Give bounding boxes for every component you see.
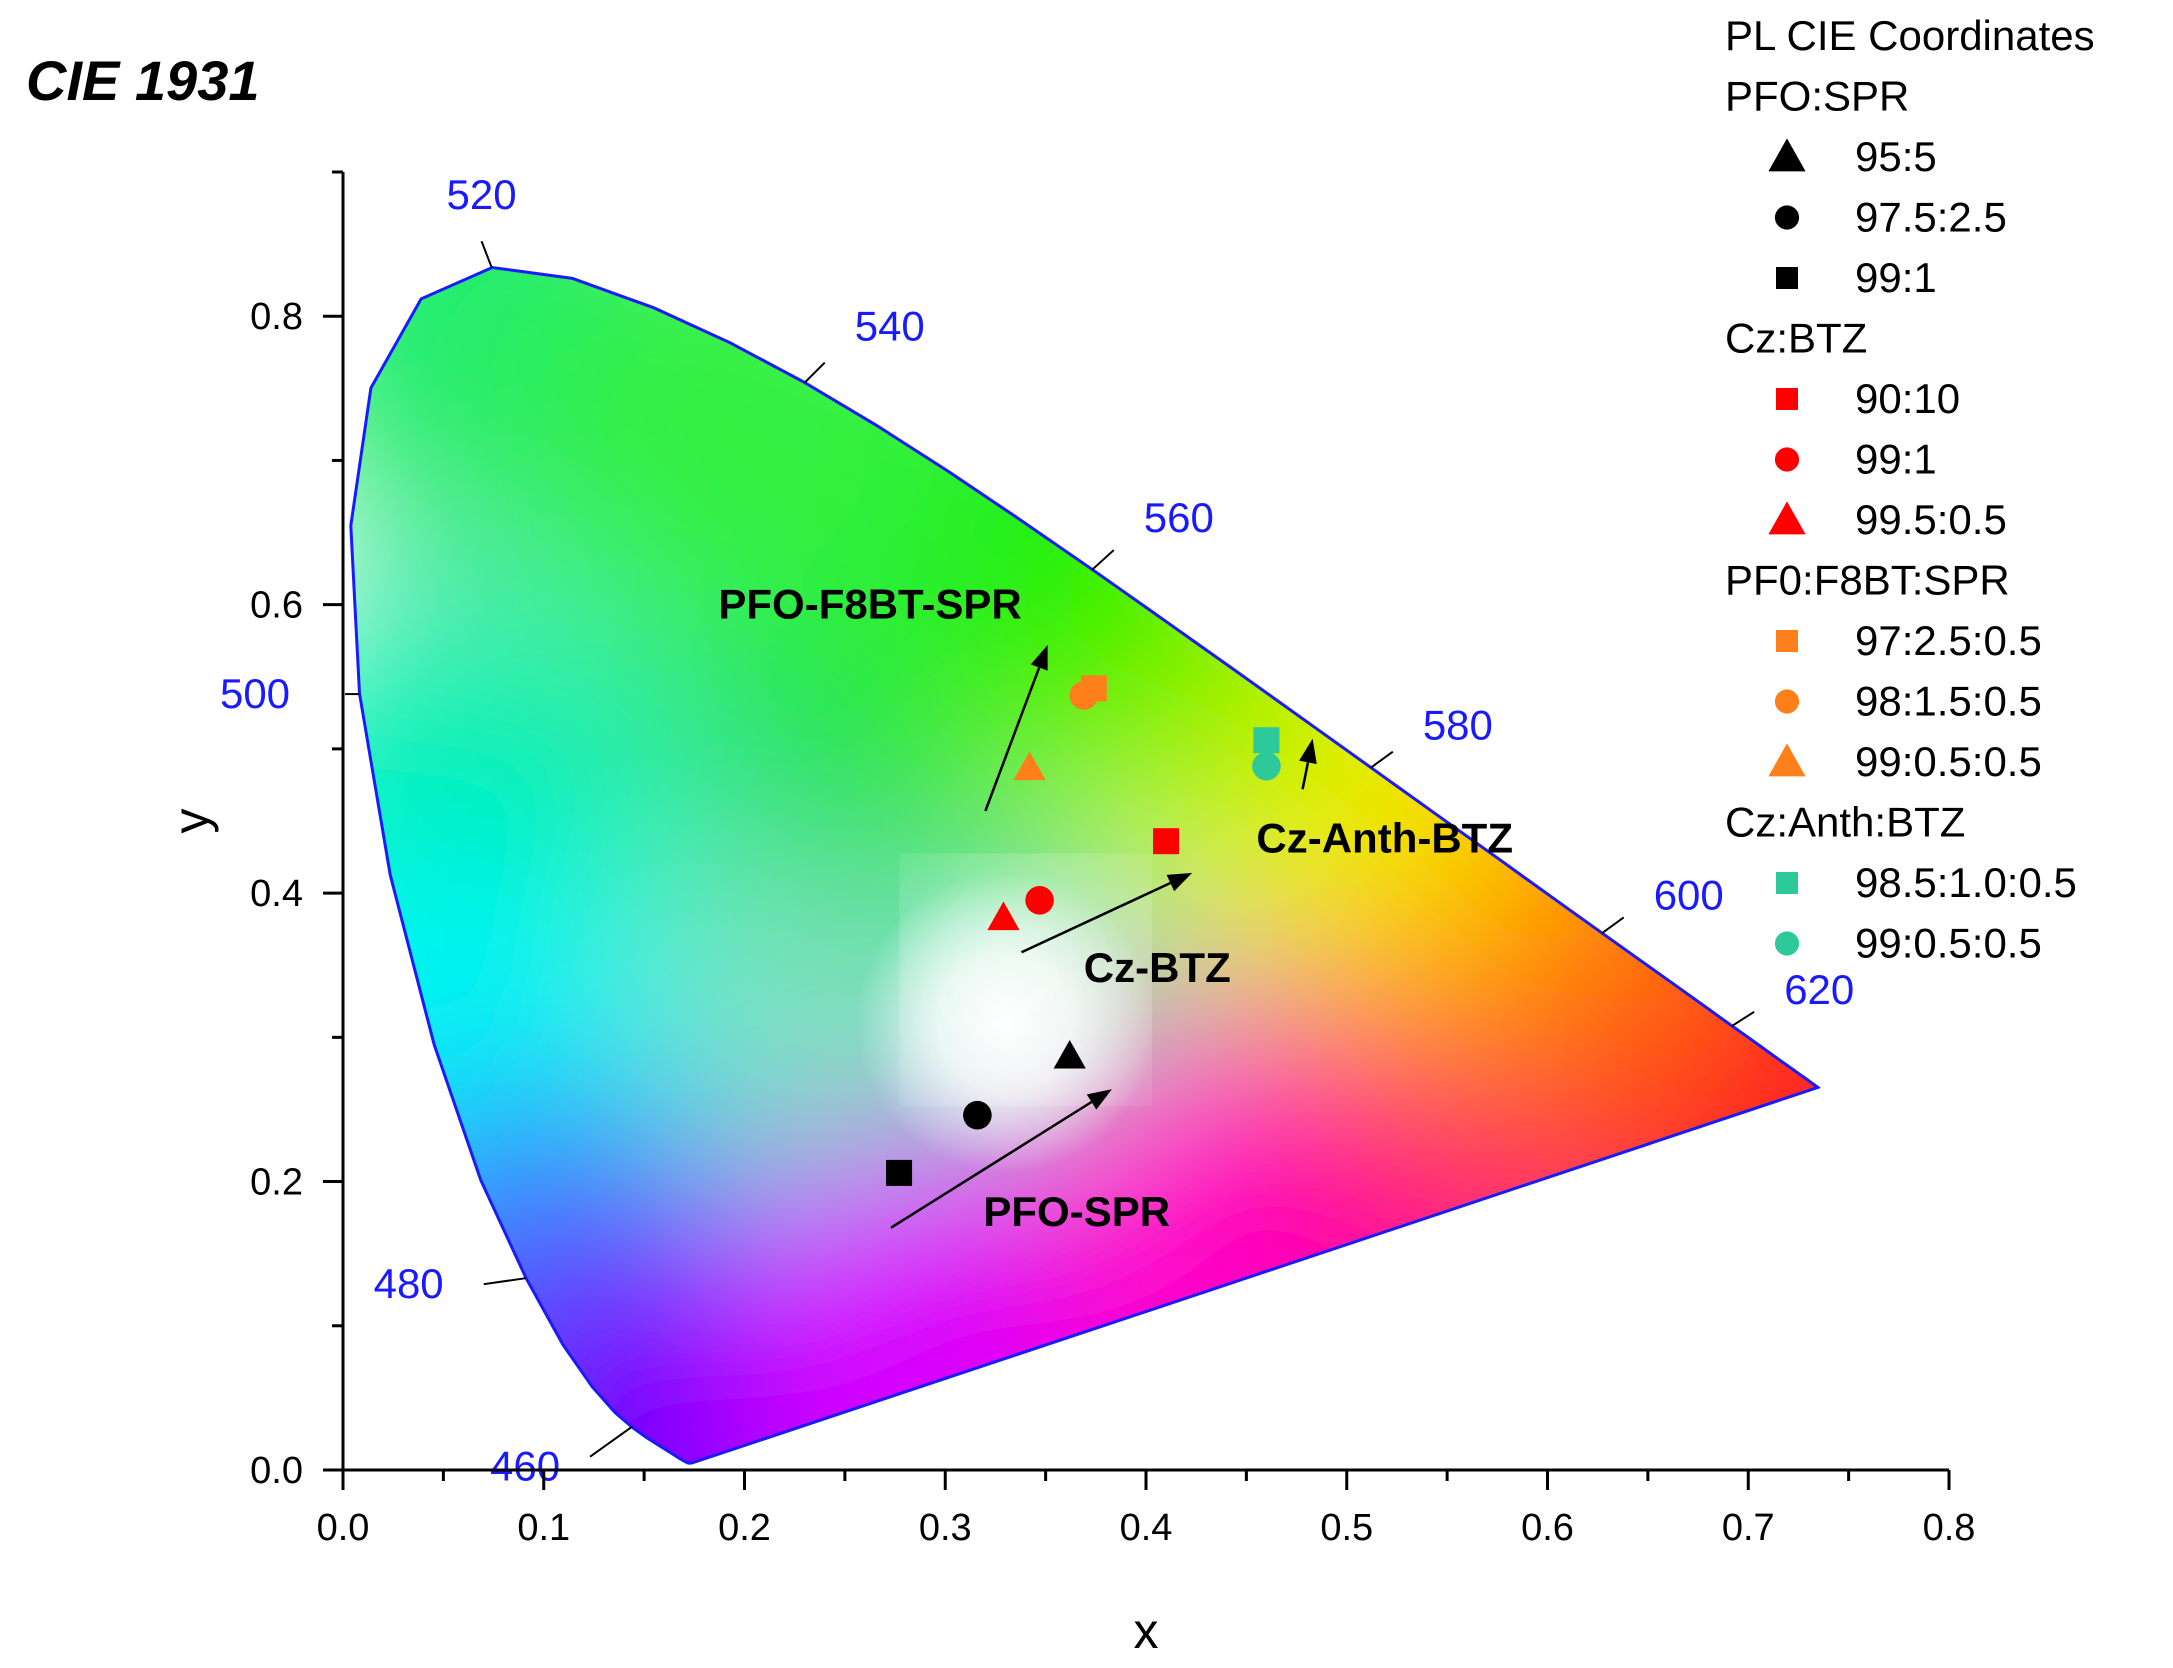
legend-entry-label: 99:0.5:0.5 bbox=[1855, 738, 2042, 785]
data-point-circle bbox=[1069, 681, 1099, 710]
y-tick-label: 0.2 bbox=[250, 1162, 303, 1204]
legend-title: PL CIE Coordinates bbox=[1725, 12, 2095, 59]
legend-marker-square bbox=[1776, 872, 1798, 894]
wavelength-label-480: 480 bbox=[374, 1260, 444, 1307]
legend-marker-square bbox=[1776, 388, 1798, 410]
legend-group-title: Cz:BTZ bbox=[1725, 315, 1867, 362]
x-tick-label: 0.8 bbox=[1923, 1507, 1976, 1549]
data-point-square bbox=[886, 1159, 913, 1186]
y-axis: 0.0 0.2 0.4 0.6 0.8 bbox=[250, 170, 345, 1492]
wavelength-label-540: 540 bbox=[855, 303, 925, 350]
wavelength-label-560: 560 bbox=[1144, 494, 1214, 541]
x-tick-label: 0.1 bbox=[517, 1507, 570, 1549]
data-point-circle bbox=[963, 1100, 992, 1130]
data-point-triangle bbox=[987, 901, 1020, 931]
legend-entry-label: 95:5 bbox=[1855, 133, 1937, 180]
annotation-arrow-head bbox=[1299, 738, 1317, 765]
legend-entry-label: 98:1.5:0.5 bbox=[1855, 678, 2042, 725]
legend-marker-triangle bbox=[1768, 138, 1806, 172]
x-tick-label: 0.4 bbox=[1120, 1507, 1173, 1549]
wavelength-label-520: 520 bbox=[447, 171, 517, 218]
annotation-label: PFO-SPR bbox=[983, 1188, 1170, 1235]
wavelength-label-600: 600 bbox=[1654, 871, 1724, 918]
x-axis-label: x bbox=[1134, 1603, 1159, 1659]
x-tick-label: 0.5 bbox=[1320, 1507, 1373, 1549]
legend-group-title: Cz:Anth:BTZ bbox=[1725, 799, 1965, 846]
x-axis: 0.0 0.1 0.2 0.3 0.4 0.5 0.6 0.7 0.8 bbox=[317, 1468, 1976, 1549]
wavelength-label-460: 460 bbox=[490, 1443, 560, 1490]
legend-marker-square bbox=[1776, 267, 1798, 289]
annotation-arrow-head bbox=[1166, 872, 1193, 892]
annotation-arrows bbox=[890, 645, 1317, 1229]
annotation-arrow-head bbox=[1086, 1089, 1112, 1110]
wavelength-label-580: 580 bbox=[1423, 702, 1493, 749]
x-tick-label: 0.0 bbox=[317, 1507, 370, 1549]
legend-entry-label: 97.5:2.5 bbox=[1855, 194, 2007, 241]
data-point-square bbox=[1253, 727, 1280, 754]
y-tick-label: 0.4 bbox=[250, 873, 303, 915]
annotation-arrow-line bbox=[890, 1100, 1093, 1229]
legend-entry-label: 99:1 bbox=[1855, 254, 1937, 301]
legend-group-title: PFO:SPR bbox=[1725, 73, 1909, 120]
legend-marker-circle bbox=[1774, 931, 1800, 956]
legend: PL CIE Coordinates PFO:SPR 95:5 97.5:2.5 99:… bbox=[1725, 12, 2095, 967]
legend-marker-triangle bbox=[1768, 743, 1806, 777]
wavelength-label-500: 500 bbox=[220, 670, 290, 717]
y-tick-label: 0.8 bbox=[250, 296, 303, 338]
data-point-circle bbox=[1025, 886, 1054, 915]
x-tick-label: 0.2 bbox=[718, 1507, 771, 1549]
legend-marker-circle bbox=[1774, 447, 1800, 472]
annotation-arrow-line bbox=[984, 667, 1041, 812]
x-tick-label: 0.6 bbox=[1521, 1507, 1574, 1549]
annotation-arrow-head bbox=[1030, 645, 1048, 671]
annotation-arrow-line bbox=[1301, 762, 1310, 790]
legend-marker-square bbox=[1776, 630, 1798, 652]
legend-entry-label: 90:10 bbox=[1855, 375, 1960, 422]
wavelength-ticks: 460 480 500 520 540 560 580 600 620 bbox=[220, 171, 1854, 1490]
legend-marker-triangle bbox=[1768, 501, 1806, 535]
annotation-arrow-line bbox=[1021, 881, 1171, 954]
data-point-triangle bbox=[1053, 1039, 1086, 1069]
data-point-triangle bbox=[1013, 751, 1046, 781]
legend-marker-circle bbox=[1774, 205, 1800, 230]
legend-entry-label: 99.5:0.5 bbox=[1855, 496, 2007, 543]
annotation-label: PFO-F8BT-SPR bbox=[718, 581, 1021, 628]
x-tick-label: 0.3 bbox=[919, 1507, 972, 1549]
data-point-circle bbox=[1252, 751, 1281, 781]
data-points bbox=[886, 675, 1281, 1186]
chart-title: CIE 1931 bbox=[26, 49, 260, 112]
annotation-label: Cz-Anth-BTZ bbox=[1256, 814, 1513, 861]
y-tick-label: 0.6 bbox=[250, 585, 303, 627]
x-tick-label: 0.7 bbox=[1722, 1507, 1775, 1549]
wavelength-label-620: 620 bbox=[1784, 966, 1854, 1013]
legend-marker-circle bbox=[1774, 689, 1800, 714]
y-tick-label: 0.0 bbox=[250, 1450, 303, 1492]
annotation-label: Cz-BTZ bbox=[1084, 944, 1231, 991]
data-point-square bbox=[1153, 828, 1180, 855]
legend-entry-label: 99:0.5:0.5 bbox=[1855, 920, 2042, 967]
legend-group-title: PF0:F8BT:SPR bbox=[1725, 557, 2010, 604]
legend-entry-label: 98.5:1.0:0.5 bbox=[1855, 859, 2077, 906]
y-axis-label: y bbox=[163, 809, 219, 834]
legend-entry-label: 97:2.5:0.5 bbox=[1855, 617, 2042, 664]
spectral-locus bbox=[349, 265, 1821, 1465]
legend-entry-label: 99:1 bbox=[1855, 436, 1937, 483]
